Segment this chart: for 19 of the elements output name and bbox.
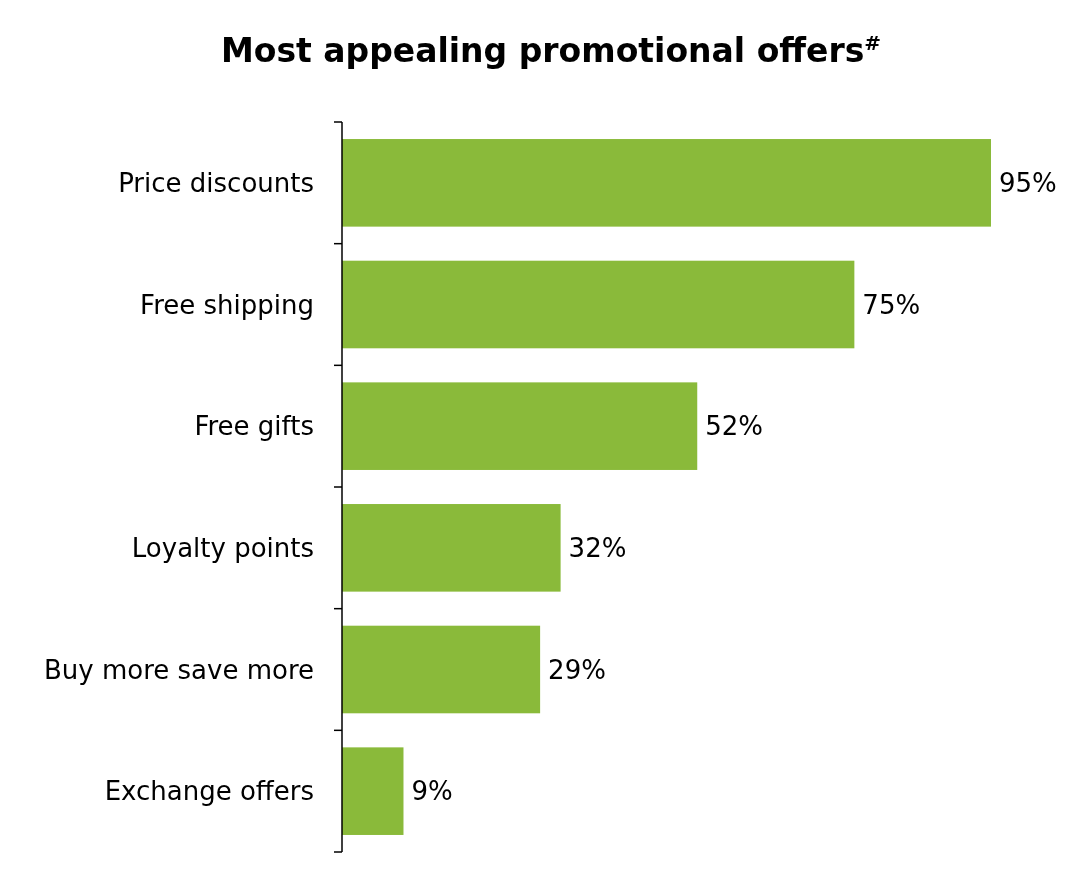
bar	[342, 504, 561, 592]
y-tick-label: Free shipping	[140, 289, 314, 320]
chart-title: Most appealing promotional offers$^{#}$	[220, 31, 882, 70]
y-tick-label: Exchange offers	[104, 776, 314, 807]
data-label: 9%	[411, 776, 453, 807]
bar	[342, 625, 541, 714]
y-tick-label: Buy more save more	[43, 654, 314, 685]
y-tick-label: Price discounts	[118, 167, 314, 198]
y-tick-label: Loyalty points	[131, 532, 314, 563]
y-tick-label: Free gifts	[194, 411, 314, 442]
data-label: 95%	[999, 167, 1057, 198]
bar	[342, 382, 698, 470]
data-label: 32%	[568, 532, 627, 563]
bar	[342, 139, 991, 227]
data-label: 52%	[705, 411, 764, 442]
data-label: 75%	[862, 289, 921, 320]
bar	[342, 747, 404, 835]
bar	[342, 260, 855, 349]
data-label: 29%	[548, 654, 606, 685]
